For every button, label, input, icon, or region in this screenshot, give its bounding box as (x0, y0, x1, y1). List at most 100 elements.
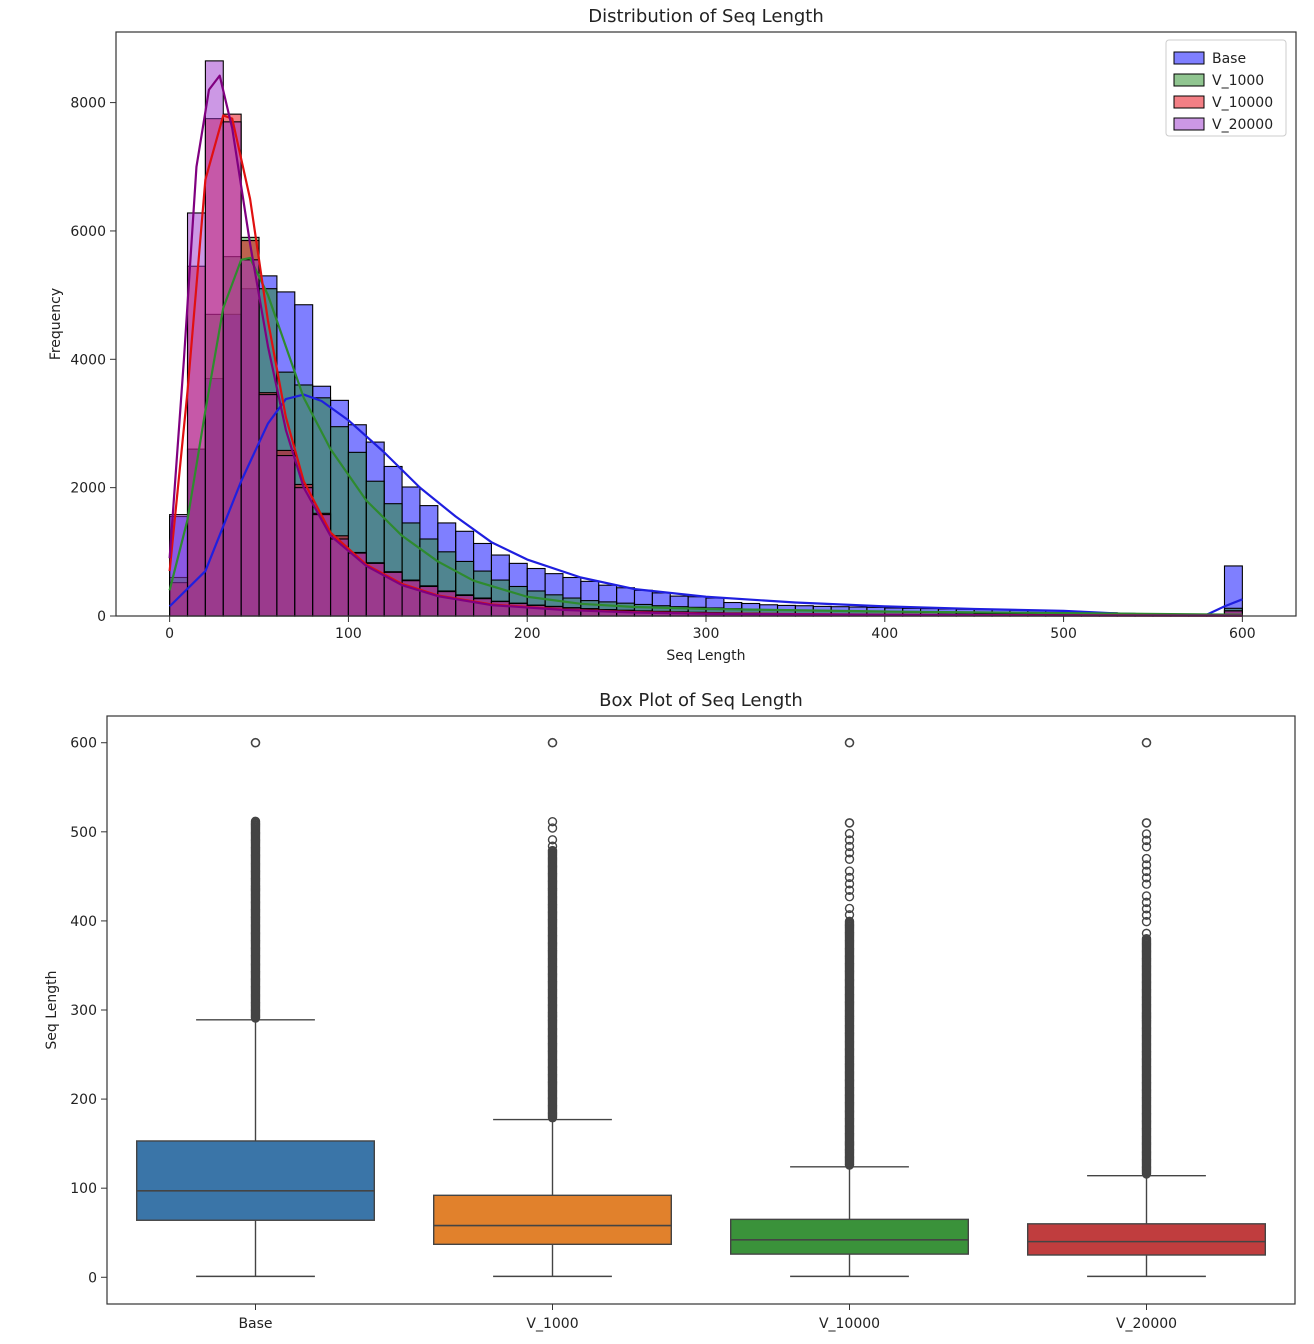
bar (329, 538, 349, 617)
outlier-point (547, 823, 558, 833)
outlier-point (844, 866, 855, 876)
outlier-point (1141, 835, 1152, 846)
bar (294, 487, 314, 617)
box-iqr (433, 1194, 673, 1246)
outlier-point (1141, 928, 1152, 939)
outlier-point (1141, 818, 1152, 828)
x-tick-label: V_10000 (819, 1316, 880, 1332)
x-tick-label: 600 (1229, 626, 1256, 642)
kde-line-V_1000 (168, 256, 1243, 616)
x-axis-ticks: 0 100 200 300 400 500 600 (165, 616, 1256, 642)
outlier-point (844, 828, 855, 839)
bar (222, 121, 242, 617)
box-iqr (135, 1140, 376, 1221)
box-plot-chart: Box Plot of Seq Length 0 100 200 300 400 500 60… (44, 690, 1296, 1332)
outlier-point (250, 816, 261, 827)
legend-entry: V_1000 (1212, 73, 1264, 89)
outlier-point (1141, 916, 1152, 927)
kde-lines (168, 74, 1243, 617)
outlier-point (1141, 879, 1152, 889)
x-axis-label: Seq Length (666, 648, 745, 664)
y-axis-label: Frequency (48, 288, 64, 360)
outlier-point (844, 835, 855, 845)
outlier-point (1141, 866, 1152, 877)
box-V_20000 (1026, 737, 1266, 1278)
legend-swatch (1173, 95, 1205, 109)
outlier-point (1141, 897, 1152, 908)
outlier-point (844, 879, 855, 889)
chart-title: Box Plot of Seq Length (599, 690, 803, 711)
outliers (547, 737, 558, 1123)
series-V_20000 (169, 60, 1243, 617)
x-tick-label: 300 (693, 626, 720, 642)
y-tick-label: 100 (70, 1181, 97, 1197)
outlier-point (1141, 891, 1152, 901)
y-tick-label: 500 (70, 825, 97, 841)
outlier-point (844, 841, 855, 852)
outlier-point (547, 835, 558, 845)
x-tick-label: 500 (1050, 626, 1077, 642)
outlier-point (844, 818, 855, 828)
bar (276, 455, 296, 617)
outlier-point (844, 737, 855, 748)
outlier-point (844, 903, 855, 914)
box-V_10000 (730, 737, 970, 1278)
legend: Base V_1000 V_10000 V_20000 (1165, 39, 1287, 137)
x-tick-label: V_1000 (526, 1316, 578, 1332)
boxes (135, 737, 1266, 1278)
outlier-point (1141, 904, 1152, 914)
y-tick-label: 300 (70, 1003, 97, 1019)
legend-swatch (1173, 51, 1205, 65)
x-tick-label: 0 (165, 626, 174, 642)
outlier-point (1141, 829, 1152, 839)
bar (258, 394, 278, 617)
x-tick-label: V_20000 (1116, 1316, 1177, 1332)
histogram-chart: Distribution of Seq Length 0 100 200 300 400 5… (48, 6, 1297, 664)
x-tick-label: 100 (335, 626, 362, 642)
outliers (844, 737, 855, 1170)
x-tick-label: Base (238, 1316, 272, 1332)
legend-entry: V_20000 (1212, 117, 1273, 133)
outliers (1141, 737, 1152, 1179)
chart-title: Distribution of Seq Length (588, 6, 824, 27)
outlier-point (844, 885, 855, 895)
y-axis-ticks: 0 2000 4000 6000 8000 (70, 96, 116, 625)
outlier-point (1141, 853, 1152, 864)
outlier-point (547, 737, 558, 748)
legend-entry: Base (1212, 51, 1246, 67)
outlier-point (1141, 842, 1152, 852)
outlier-point (1141, 737, 1152, 748)
kde-line-V_20000 (168, 74, 1243, 617)
outlier-point (844, 916, 855, 926)
outlier-point (547, 816, 558, 827)
box-iqr (1026, 1223, 1266, 1256)
y-tick-label: 0 (88, 1270, 97, 1286)
outlier-point (547, 845, 558, 856)
x-tick-label: 400 (871, 626, 898, 642)
box-iqr (730, 1218, 970, 1255)
y-tick-label: 2000 (70, 481, 106, 497)
outlier-point (1141, 873, 1152, 883)
x-tick-label: 200 (514, 626, 541, 642)
outlier-point (844, 910, 855, 920)
legend-entry: V_10000 (1212, 95, 1273, 111)
y-tick-label: 6000 (70, 224, 106, 240)
y-tick-label: 200 (70, 1092, 97, 1108)
box-V_1000 (433, 737, 673, 1278)
outlier-point (1141, 910, 1152, 920)
outlier-point (1141, 934, 1152, 944)
legend-swatch (1173, 117, 1205, 131)
y-tick-label: 0 (97, 609, 106, 625)
outlier-point (844, 848, 855, 858)
outlier-point (547, 841, 558, 851)
outliers (250, 737, 261, 1023)
x-axis-ticks: Base V_1000 V_10000 V_20000 (238, 1304, 1177, 1332)
legend-swatch (1173, 73, 1205, 87)
y-tick-label: 400 (70, 914, 97, 930)
bar (240, 259, 260, 617)
y-tick-label: 8000 (70, 96, 106, 112)
box-Base (135, 737, 376, 1278)
y-tick-label: 4000 (70, 352, 106, 368)
y-tick-label: 600 (70, 736, 97, 752)
outlier-point (844, 872, 855, 883)
